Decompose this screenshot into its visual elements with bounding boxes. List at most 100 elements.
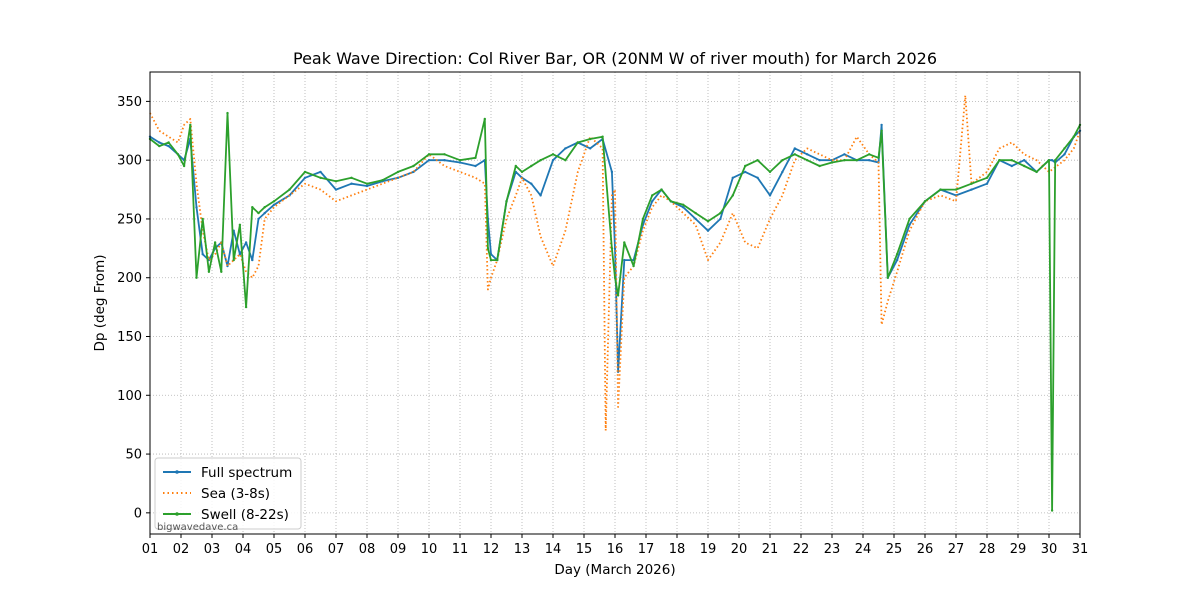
series-lines [148,94,1082,512]
data-point [272,203,276,206]
y-tick-label: 100 [117,389,142,404]
x-tick-label: 30 [1041,542,1058,557]
data-point [970,188,973,191]
data-point [908,223,911,226]
data-point [427,153,431,156]
data-point [474,164,477,168]
data-point [589,137,592,141]
x-tick-label: 16 [607,542,624,557]
data-point [257,211,260,215]
y-axis-ticks: 0 50 100 150 200 250 300 350 [117,95,150,521]
data-point [1010,164,1013,168]
x-tick-label: 21 [762,542,779,557]
x-tick-label: 19 [700,542,717,557]
data-point [682,206,685,209]
data-point [576,141,579,144]
x-tick-label: 02 [173,542,190,557]
data-point [756,176,759,179]
data-point [182,164,186,168]
data-point [623,258,626,262]
x-tick-label: 12 [483,542,500,557]
x-tick-label: 31 [1072,542,1089,557]
x-axis-ticks: 01 02 03 04 05 06 07 08 09 10 11 12 13 14 15 16 17 18 19 20… [142,534,1089,557]
legend-box [154,457,302,530]
data-point [251,258,254,262]
data-point [939,188,942,191]
data-point [744,164,747,168]
data-point [998,159,1001,162]
series-swell-8-22s [148,111,1082,512]
data-point [886,276,889,279]
data-point [443,153,446,156]
data-point [232,258,235,262]
data-point [868,159,871,162]
data-point [207,270,211,273]
data-point [334,180,338,183]
data-point [167,144,170,148]
data-point [244,241,248,244]
data-point [412,164,415,168]
x-tick-label: 28 [979,542,996,557]
data-point [880,123,883,127]
data-point [514,164,517,168]
y-tick-label: 200 [117,271,142,286]
data-point [806,153,809,156]
data-point [427,159,431,162]
legend-label-swell: Swell (8-22s) [201,507,289,523]
x-tick-label: 11 [452,542,469,557]
data-point [263,211,266,215]
data-point [272,200,276,203]
data-point [756,159,759,162]
data-point [793,153,796,156]
legend-label-full-spectrum: Full spectrum [201,465,292,481]
data-point [781,159,784,162]
x-tick-label: 23 [824,542,841,557]
data-point [396,176,400,179]
legend: Full spectrum Sea (3-8s) Swell (8-22s) [154,457,302,530]
data-point [474,156,477,159]
data-point [1035,170,1038,174]
data-point [539,159,542,162]
data-point [682,203,685,206]
data-point [458,159,462,162]
x-tick-label: 13 [514,542,531,557]
data-point [1050,159,1054,162]
data-point [158,141,161,144]
data-point [530,182,533,185]
legend-label-sea: Sea (3-8s) [201,486,270,502]
x-tick-label: 03 [204,542,221,557]
data-point [1022,164,1026,168]
x-tick-label: 26 [917,542,934,557]
data-point [530,164,533,168]
legend-marker-swell [175,512,179,516]
data-point [895,253,899,256]
data-point [706,220,710,223]
data-point [176,153,180,156]
data-point [257,217,260,221]
data-point [830,161,834,164]
data-point [201,253,204,256]
data-point [551,153,555,156]
data-point [201,217,204,221]
data-point [334,188,338,191]
data-point [880,129,883,132]
data-point [610,170,614,174]
data-point [641,217,645,221]
data-point [365,184,369,188]
data-point [1022,159,1026,162]
data-point [623,241,626,244]
data-point [589,147,592,150]
x-tick-label: 17 [638,542,655,557]
data-point [632,264,635,268]
x-tick-label: 05 [266,542,283,557]
data-point [520,170,524,174]
x-tick-label: 09 [390,542,407,557]
chart-title: Peak Wave Direction: Col River Bar, OR (… [293,49,937,68]
data-point [843,153,846,156]
data-point [731,176,734,179]
data-point [458,161,462,164]
data-point [744,170,747,174]
data-point [303,176,307,179]
data-point [350,176,353,179]
